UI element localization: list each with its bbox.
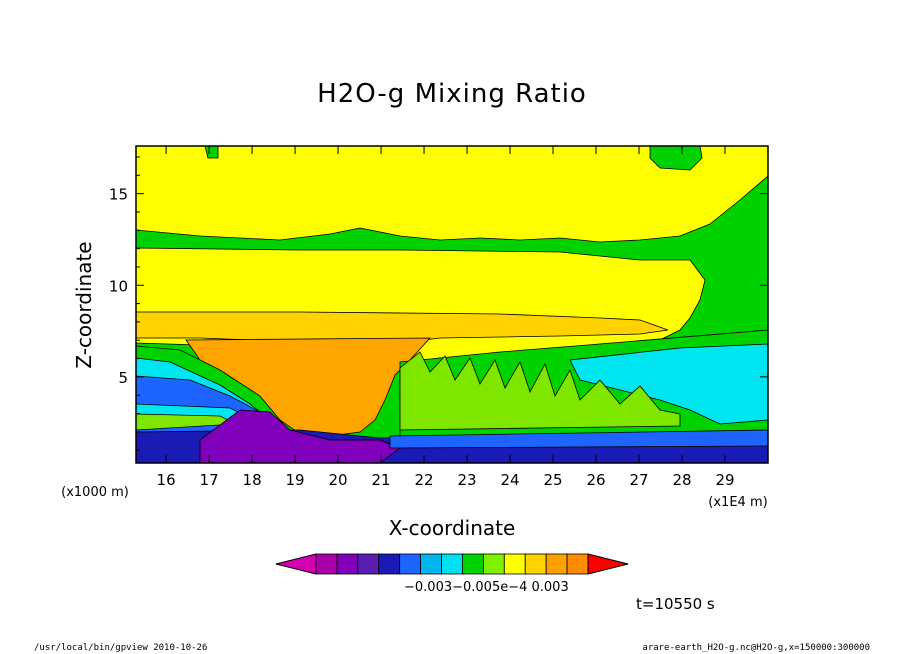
- time-label: t=10550 s: [636, 595, 715, 613]
- contour-light-orange-band: [136, 311, 669, 345]
- contour-purple-core: [199, 409, 401, 463]
- x-tick-label: 22: [415, 471, 434, 489]
- colorbar-swatch: [336, 553, 359, 575]
- x-tick-label: 27: [629, 471, 648, 489]
- x-tick-label: 19: [286, 471, 305, 489]
- x-tick-label: 28: [672, 471, 691, 489]
- y-tick-label: 10: [109, 277, 128, 295]
- colorbar-swatch: [420, 553, 442, 575]
- colorbar-right-arrow: [587, 553, 629, 575]
- colorbar-swatch: [315, 553, 338, 575]
- colorbar-swatch: [378, 553, 401, 575]
- y-tick-label: 5: [118, 369, 128, 387]
- y-ticks: 5 10 15: [109, 156, 768, 451]
- footer-left: /usr/local/bin/gpview 2010-10-26: [34, 643, 207, 653]
- x-tick-label: 16: [157, 471, 176, 489]
- x-tick-label: 20: [329, 471, 348, 489]
- colorbar-swatch: [503, 553, 526, 575]
- y-axis-label: Z-coordinate: [72, 241, 96, 368]
- x-tick-label: 23: [458, 471, 477, 489]
- y-tick-label: 15: [109, 186, 128, 204]
- x-tick-label: 25: [543, 471, 562, 489]
- x-axis-label: X-coordinate: [389, 516, 516, 540]
- x-unit-label: (x1E4 m): [708, 495, 767, 510]
- colorbar-swatch: [441, 553, 463, 575]
- colorbar-swatch: [524, 553, 547, 575]
- colorbar-labels: −0.003−0.005e−4 0.003: [404, 580, 569, 595]
- x-tick-label: 17: [200, 471, 219, 489]
- footer-right: arare-earth_H2O-g.nc@H2O-g,x=150000:3000…: [642, 643, 870, 653]
- x-ticks: 16 17 18 19 20 21 22 23 24 25 26 27 28 29: [157, 146, 735, 489]
- colorbar-swatch: [357, 553, 380, 575]
- x-tick-label: 29: [715, 471, 734, 489]
- colorbar: [275, 553, 629, 575]
- colorbar-left-arrow: [275, 553, 317, 575]
- x-tick-label: 24: [500, 471, 519, 489]
- colorbar-swatch: [462, 553, 484, 575]
- chart-title: H2O-g Mixing Ratio: [317, 79, 587, 109]
- plot-frame: [135, 145, 769, 464]
- x-tick-label: 26: [586, 471, 605, 489]
- contour-light-green-spikes: [399, 351, 681, 431]
- contour-green-top-right: [649, 146, 703, 171]
- x-tick-label: 21: [372, 471, 391, 489]
- contour-blue-band: [389, 429, 768, 449]
- x-tick-label: 18: [243, 471, 262, 489]
- colorbar-swatch: [545, 553, 568, 575]
- colorbar-swatch: [399, 553, 422, 575]
- contour-field: [136, 146, 768, 463]
- colorbar-swatch: [482, 553, 505, 575]
- contour-green-top-left: [204, 146, 219, 159]
- colorbar-swatch: [566, 553, 589, 575]
- z-unit-label: (x1000 m): [61, 485, 129, 500]
